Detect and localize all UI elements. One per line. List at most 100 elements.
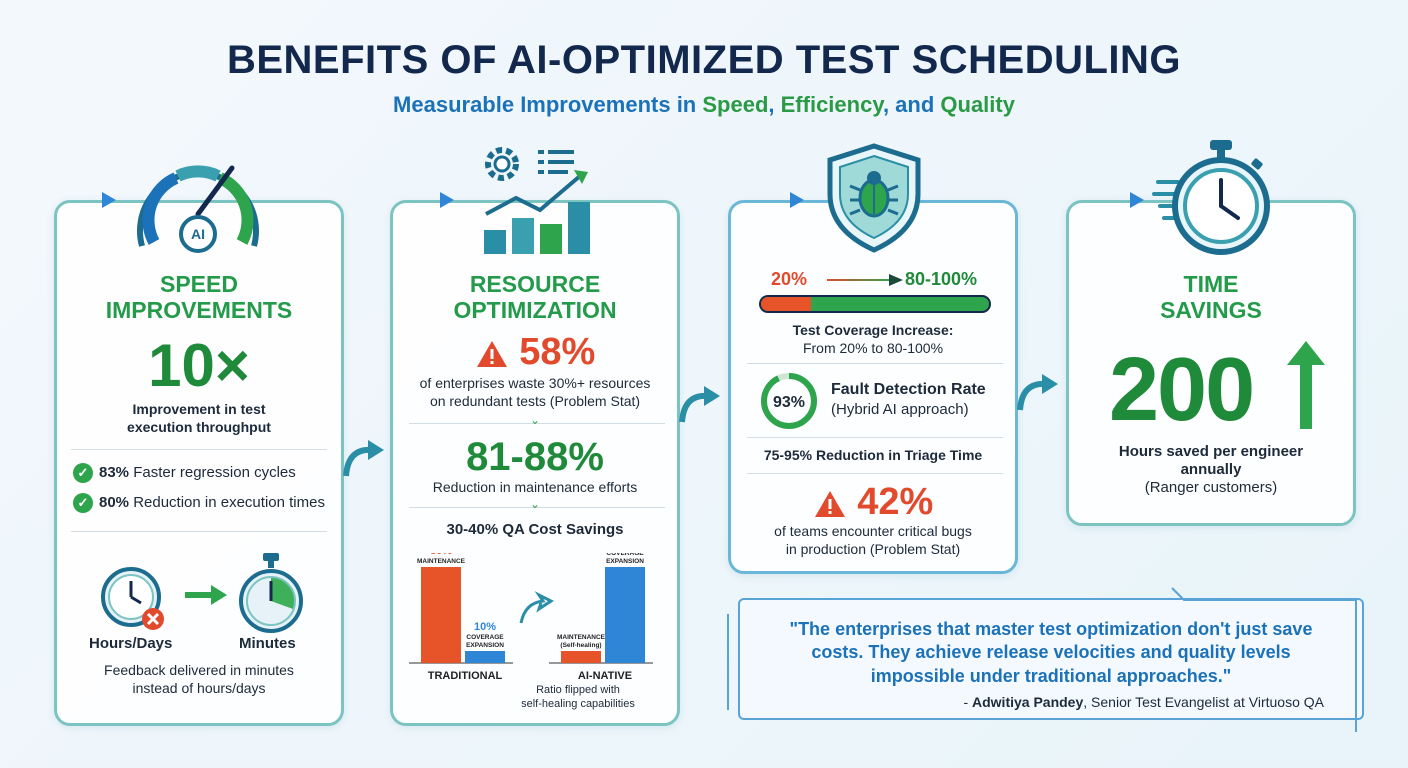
coverage-caption: Test Coverage Increase: From 20% to 80-1… [731, 321, 1015, 357]
stopwatch-icon [1152, 140, 1270, 255]
triage-stat: 75-95% Reduction in Triage Time [731, 447, 1015, 463]
speed-item-text: Reduction in execution times [129, 493, 325, 511]
resource-heading-line2: OPTIMIZATION [453, 297, 617, 324]
quote-frame-accent [727, 614, 729, 710]
author-prefix: - [963, 694, 972, 710]
resource-stat1-caption: of enterprises waste 30%+ resources on r… [393, 375, 677, 410]
card-arrow-icon [440, 192, 454, 208]
resource-stat1: 58% [393, 331, 677, 374]
divider [71, 531, 327, 532]
page-title: BENEFITS OF AI-OPTIMIZED TEST SCHEDULING [226, 38, 1182, 82]
time-caption-line3: (Ranger customers) [1144, 479, 1278, 496]
resource-stat2-value: 81-88% [466, 435, 604, 479]
fault-sub: (Hybrid AI approach) [831, 401, 969, 418]
quote-text: "The enterprises that master test optimi… [740, 618, 1362, 688]
author-role: , Senior Test Evangelist at Virtuoso QA [1083, 694, 1324, 710]
resource-stat1-line1: of enterprises waste 30%+ resources [419, 375, 651, 391]
speed-heading-line2: IMPROVEMENTS [105, 297, 293, 324]
speed-big-value: 10× [148, 332, 250, 399]
speed-item: ✓ 80% Reduction in execution times [73, 493, 325, 513]
coverage-from: 20% [771, 269, 808, 289]
quality-stat: 42% [731, 481, 1015, 524]
quality-stat-value: 42% [857, 481, 934, 523]
chart-bar-label: COVERAGE [466, 634, 504, 641]
speed-big-caption: Improvement in test execution throughput [57, 401, 341, 436]
coverage-progress-fill [761, 297, 812, 311]
quality-stat-caption: of teams encounter critical bugs in prod… [731, 523, 1015, 558]
coverage-progress-bar [759, 295, 991, 313]
chart-bar [465, 651, 505, 663]
ratio-bar-chart: MAINTENANCE80%EXPANSIONCOVERAGE10%TRADIT… [409, 553, 653, 682]
quote-line2: costs. They achieve release velocities a… [811, 642, 1291, 663]
arrow-up-icon [1287, 341, 1325, 429]
fault-detection-ring: 93% [761, 373, 817, 429]
triage-text: Reduction in Triage Time [812, 447, 983, 463]
to-label: Minutes [239, 635, 296, 652]
speed-item-value: 83% [99, 463, 130, 481]
subtitle-efficiency: Efficiency [780, 92, 883, 117]
divider [747, 473, 1003, 474]
coverage-caption-line1: Test Coverage Increase: [792, 322, 954, 338]
warning-icon [476, 340, 507, 367]
time-big-value: 200 [1109, 340, 1255, 440]
speed-caption-line1: Improvement in test [132, 401, 266, 417]
fault-title: Fault Detection Rate [831, 381, 986, 398]
chart-bar-label: MAINTENANCE [557, 634, 606, 641]
chevron-down-icon: ⌄ [529, 497, 541, 511]
chart-bar-label: EXPANSION [466, 642, 504, 649]
divider [747, 363, 1003, 364]
connector-arrow-icon [1017, 374, 1058, 411]
divider [747, 437, 1003, 438]
progress-arrow-icon [185, 585, 227, 605]
coverage-to: 80-100% [905, 269, 978, 289]
card-arrow-icon [1130, 192, 1144, 208]
page-subtitle: Measurable Improvements in Speed, Effici… [0, 92, 1408, 118]
subtitle-part: Measurable Improvements in [393, 92, 703, 117]
coverage-caption-line2: From 20% to 80-100% [802, 340, 944, 357]
subtitle-speed: Speed [702, 92, 769, 117]
card-arrow-icon [102, 192, 116, 208]
warning-icon [814, 490, 845, 517]
speed-footer: Feedback delivered in minutes instead of… [57, 661, 341, 697]
chart-caption-line1: Ratio flipped with [536, 684, 620, 696]
coverage-arrow-icon [827, 274, 903, 286]
author-name: Adwitiya Pandey [972, 694, 1084, 710]
chart-bar [421, 567, 461, 663]
quote-author: - Adwitiya Pandey, Senior Test Evangelis… [963, 694, 1324, 710]
fault-value: 93% [773, 394, 805, 411]
connector-arrow-icon [679, 386, 720, 423]
time-caption: Hours saved per engineer annually (Range… [1069, 443, 1353, 497]
chart-caption: Ratio flipped with self-healing capabili… [473, 683, 683, 712]
speed-gauge-icon: AI [137, 165, 259, 253]
quality-stat-line1: of teams encounter critical bugs [774, 523, 972, 539]
connector-arrow-icon [343, 440, 384, 477]
resource-stat1-value: 58% [519, 331, 596, 373]
time-heading-line2: SAVINGS [1160, 297, 1262, 324]
subtitle-part: , and [882, 92, 941, 117]
quote-frame-accent [1171, 587, 1357, 732]
gauge-badge: AI [191, 226, 205, 242]
shield-bug-icon [827, 143, 921, 253]
chart-group-label: AI-NATIVE [578, 670, 632, 682]
from-label: Hours/Days [89, 635, 173, 652]
speed-item-value: 80% [99, 493, 130, 511]
time-caption-line1: Hours saved per engineer [1118, 443, 1304, 460]
quote-box: "The enterprises that master test optimi… [738, 598, 1364, 720]
quality-stat-line2: in production (Problem Stat) [785, 540, 961, 557]
chart-group-label: TRADITIONAL [428, 670, 503, 682]
chart-bar-label: MAINTENANCE [417, 558, 466, 565]
resource-heading: RESOURCE OPTIMIZATION [393, 271, 677, 324]
chart-caption-line2: self-healing capabilities [521, 698, 635, 711]
divider [409, 507, 665, 508]
speed-item-text: Faster regression cycles [129, 463, 296, 481]
time-card: TIME SAVINGS 200 Hours saved per enginee… [1066, 200, 1356, 526]
quality-card: 20% 80-100% Test Coverage Increase: From… [728, 200, 1018, 574]
gear-chart-icon [484, 147, 590, 254]
time-heading: TIME SAVINGS [1069, 271, 1353, 324]
quote-line1: "The enterprises that master test optimi… [789, 619, 1313, 639]
time-caption-line2: annually [1180, 461, 1242, 478]
speed-card: SPEED IMPROVEMENTS 10× Improvement in te… [54, 200, 344, 726]
resource-stat1-line2: on redundant tests (Problem Stat) [429, 392, 641, 409]
divider [71, 449, 327, 450]
chart-value-label: 10% [474, 621, 496, 633]
